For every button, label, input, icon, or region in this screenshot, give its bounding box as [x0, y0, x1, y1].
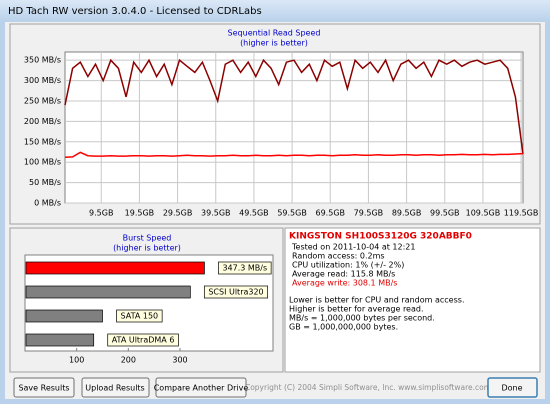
bar-label-box — [107, 333, 179, 347]
copyright: Copyright (C) 2004 Simpli Software, Inc.… — [245, 383, 491, 392]
y-tick-label: 350 MB/s — [24, 56, 61, 65]
button[interactable]: Upload Results — [81, 377, 150, 398]
x-tick-label: 59.5GB — [277, 209, 307, 218]
note: Lower is better for CPU and random acces… — [289, 296, 464, 305]
x-tick-label: 300 — [172, 356, 187, 365]
category-label: SCSI Ultra320 — [208, 288, 263, 297]
info-line: Tested on 2011-10-04 at 12:21 — [291, 243, 415, 252]
title-bar — [0, 0, 550, 22]
info-panel — [284, 227, 541, 373]
bar-label-box — [218, 261, 272, 275]
y-tick-label: 150 MB/s — [24, 137, 61, 146]
y-tick-label: 0 MB/s — [34, 199, 61, 208]
category-label: ATA UltraDMA 6 — [112, 336, 175, 345]
x-tick-label: 69.5GB — [316, 209, 346, 218]
x-tick-label: 19.5GB — [125, 209, 155, 218]
x-tick-label: 119.5GB — [504, 209, 539, 218]
x-tick-label: 49.5GB — [239, 209, 269, 218]
button-label[interactable]: Compare Another Drive — [154, 384, 249, 393]
bar-label-box — [116, 309, 163, 323]
x-tick-label: 39.5GB — [201, 209, 231, 218]
button-label[interactable]: Save Results — [18, 384, 69, 393]
seq-title: Sequential Read Speed — [228, 29, 321, 38]
value-label: 347.3 MB/s — [222, 264, 267, 273]
info-line: Average read: 115.8 MB/s — [292, 270, 395, 279]
button[interactable]: Done — [487, 377, 538, 398]
y-tick-label: 50 MB/s — [29, 178, 61, 187]
y-tick-label: 250 MB/s — [24, 96, 61, 105]
seq-subtitle: (higher is better) — [240, 39, 308, 48]
drive-name: KINGSTON SH100S3120G 320ABBF0 — [289, 232, 472, 242]
bar-label-box — [203, 285, 269, 299]
x-tick-label: 89.5GB — [392, 209, 422, 218]
y-tick-label: 200 MB/s — [24, 117, 61, 126]
seq-plot — [64, 51, 524, 204]
x-tick-label: 79.5GB — [354, 209, 384, 218]
info-line: Random access: 0.2ms — [292, 252, 385, 261]
button[interactable]: Save Results — [13, 377, 75, 398]
x-tick-label: 100 — [69, 356, 84, 365]
x-tick-label: 29.5GB — [163, 209, 193, 218]
y-tick-label: 300 MB/s — [24, 76, 61, 85]
note: GB = 1,000,000,000 bytes. — [289, 323, 398, 332]
burst-title: Burst Speed — [123, 234, 172, 243]
button[interactable]: Compare Another Drive — [154, 377, 249, 398]
x-tick-label: 99.5GB — [430, 209, 460, 218]
note: MB/s = 1,000,000 bytes per second. — [289, 314, 435, 323]
x-tick-label: 200 — [121, 356, 136, 365]
category-label: SATA 150 — [121, 312, 159, 321]
x-tick-label: 9.5GB — [89, 209, 113, 218]
window-title: HD Tach RW version 3.0.4.0 - Licensed to… — [8, 6, 262, 17]
bar — [25, 309, 103, 323]
info-line: CPU utilization: 1% (+/- 2%) — [292, 261, 404, 270]
button-label[interactable]: Done — [501, 384, 522, 393]
series-line — [64, 58, 524, 155]
burst-subtitle: (higher is better) — [113, 244, 181, 253]
info-highlight: Average write: 308.1 MB/s — [292, 279, 397, 288]
bar — [25, 261, 205, 275]
y-tick-label: 100 MB/s — [24, 158, 61, 167]
x-tick-label: 109.5GB — [466, 209, 501, 218]
bar — [25, 285, 191, 299]
note: Higher is better for average read. — [289, 305, 424, 314]
series-line — [64, 151, 524, 159]
button-label[interactable]: Upload Results — [85, 384, 144, 393]
bar — [25, 333, 95, 347]
